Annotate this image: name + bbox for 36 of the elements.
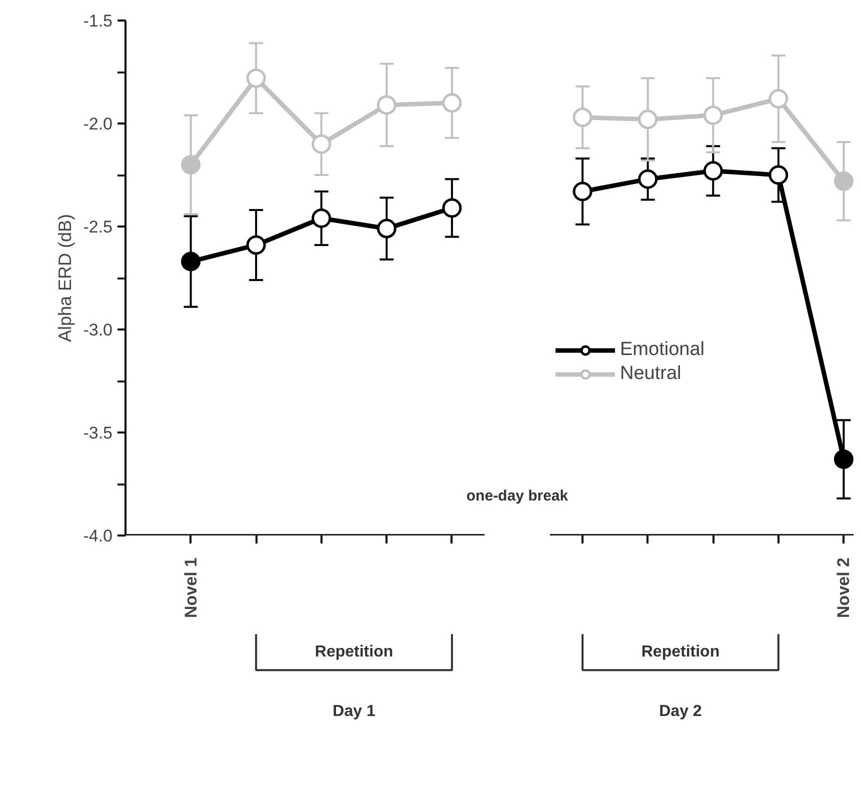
y-tick-label: -3.0	[83, 320, 113, 340]
annotation: one-day break	[466, 488, 569, 505]
point	[638, 169, 658, 189]
point	[768, 89, 788, 109]
text: Repetition	[641, 644, 720, 661]
point	[834, 171, 854, 191]
point	[246, 235, 266, 255]
point	[703, 161, 723, 181]
point	[442, 198, 462, 218]
point	[442, 93, 462, 113]
point	[572, 182, 592, 202]
y-tick-label: -3.5	[83, 424, 113, 442]
point	[572, 108, 592, 128]
y-axis-title: Alpha ERD (dB)	[55, 214, 76, 342]
text: Day 1	[332, 703, 376, 720]
x-tick-label: Novel 2	[834, 557, 854, 618]
point	[181, 154, 201, 174]
point	[312, 134, 332, 154]
point	[768, 165, 788, 185]
point	[181, 252, 201, 272]
point	[638, 110, 658, 130]
point	[246, 68, 266, 88]
point	[312, 208, 332, 228]
legend-label: Emotional	[620, 339, 704, 361]
x-tick-label: Novel 1	[181, 557, 200, 618]
text: Repetition	[314, 644, 394, 661]
y-tick-label: -2.5	[83, 218, 113, 236]
legend-label: Neutral	[620, 363, 682, 385]
point	[376, 95, 396, 115]
y-tick-label: -4.0	[83, 526, 113, 546]
y-tick-label: -1.5	[83, 12, 113, 30]
y-tick-label: -2.0	[83, 114, 113, 134]
point	[703, 106, 723, 125]
text: Day 2	[659, 703, 702, 720]
point	[834, 450, 854, 470]
point	[376, 218, 396, 238]
